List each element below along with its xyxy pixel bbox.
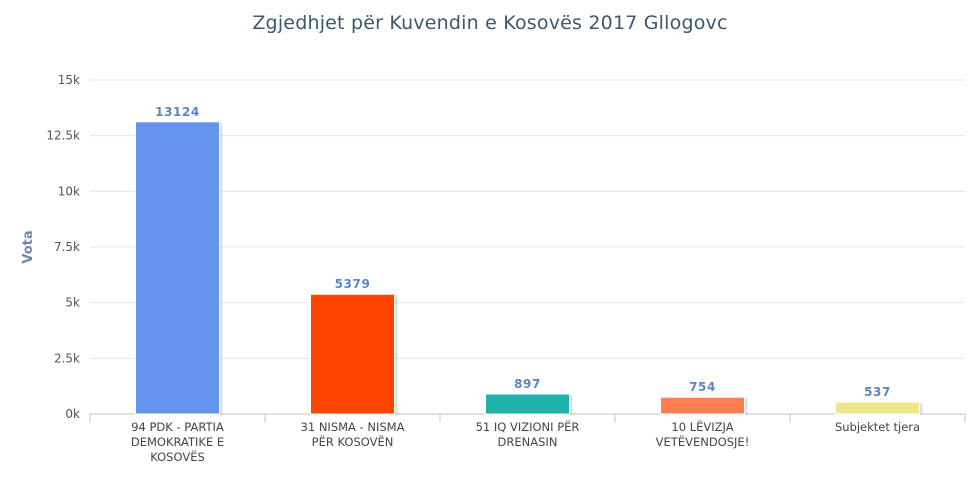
data-label: 5379 [335,277,371,291]
y-axis-label: Vota [21,230,36,263]
data-label: 537 [864,385,891,399]
x-category-label: 10 LËVIZJA VETËVENDOSJE! [656,419,750,449]
y-tick-label: 15k [58,73,80,87]
x-category-label: Subjektet tjera [835,420,920,434]
x-category-label: 31 NISMA - NISMA PËR KOSOVËN [301,420,405,449]
bar-2[interactable] [310,293,395,415]
y-tick-label: 0k [65,407,80,421]
y-tick-label: 12.5k [46,129,80,143]
y-tick-label: 10k [58,184,80,198]
y-tick-label: 2.5k [54,351,80,365]
bar-1[interactable] [135,121,220,415]
bar-3[interactable] [485,393,570,415]
data-label: 13124 [155,105,200,119]
bar-4[interactable] [660,396,745,415]
y-tick-label: 7.5k [54,240,80,254]
data-label: 897 [514,377,541,391]
chart-title: Zgjedhjet për Kuvendin e Kosovës 2017 Gl… [252,12,728,34]
data-label: 754 [689,380,716,394]
bar-5[interactable] [835,401,920,415]
y-tick-label: 5k [65,296,80,310]
x-category-label: 94 PDK - PARTIA DEMOKRATIKE E KOSOVËS [131,420,224,464]
x-category-label: 51 IQ VIZIONI PËR DRENASIN [476,419,580,449]
